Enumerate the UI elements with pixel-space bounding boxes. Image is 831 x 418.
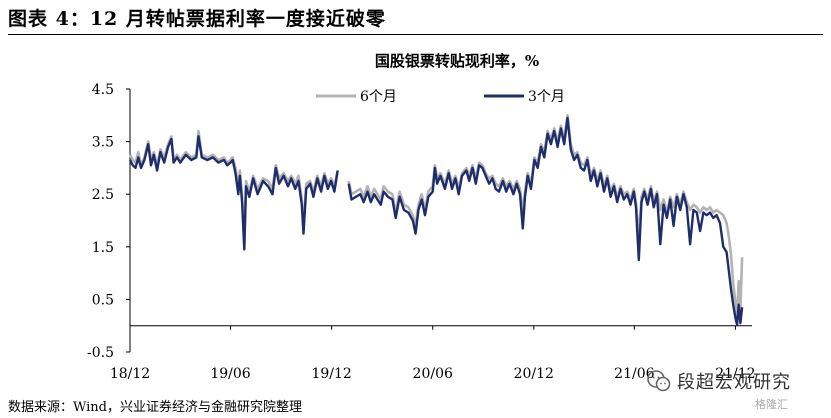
series-layer [128, 114, 744, 326]
legend-label-three-month: 3个月 [528, 89, 565, 105]
y-tick-label: 1.5 [92, 240, 114, 256]
y-tick-label: -0.5 [87, 345, 114, 361]
wechat-logo-icon [647, 370, 671, 392]
x-tick-label: 19/06 [210, 366, 250, 382]
chart-title: 国股银票转贴现利率，% [375, 52, 539, 70]
series-line-three-month [128, 116, 744, 326]
y-tick-label: 4.5 [92, 82, 114, 98]
x-tick-label: 20/06 [413, 366, 453, 382]
figure-title: 图表 4：12 月转帖票据利率一度接近破零 [8, 8, 386, 30]
watermark: 段超宏观研究 [645, 366, 791, 396]
y-tick-label: 2.5 [92, 187, 114, 203]
x-tick-label: 20/12 [514, 366, 554, 382]
x-tick-label: 18/12 [110, 366, 150, 382]
watermark-text: 段超宏观研究 [677, 372, 791, 393]
legend: 6个月 3个月 [316, 89, 565, 105]
series-line-six-month [128, 114, 744, 320]
x-tick-label: 19/12 [311, 366, 351, 382]
line-chart: 国股银票转贴现利率，% -0.5 0.5 1.5 2.5 3.5 4.5 18/12 19/0… [87, 52, 756, 382]
axes: -0.5 0.5 1.5 2.5 3.5 4.5 18/12 19/06 19/12 20/06 2… [87, 82, 756, 382]
title-divider [8, 34, 823, 35]
source-note: 数据来源：Wind，兴业证券经济与金融研究院整理 [8, 400, 302, 415]
y-tick-label: 3.5 [92, 135, 114, 151]
legend-label-six-month: 6个月 [360, 89, 397, 105]
y-tick-label: 0.5 [92, 292, 114, 308]
x-tick-label: 21/12 [715, 366, 755, 382]
x-tick-label: 21/06 [614, 366, 654, 382]
watermark-2: 格隆汇 [755, 398, 788, 411]
